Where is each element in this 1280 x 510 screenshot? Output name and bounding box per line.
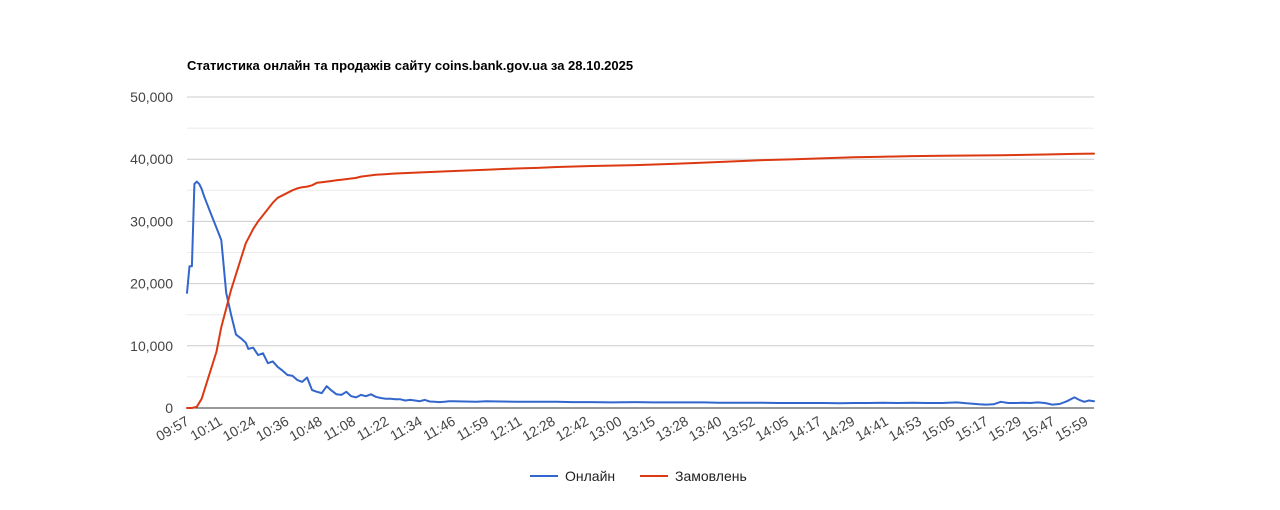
x-tick-label: 10:24 [220, 413, 259, 444]
series-line-0 [186, 180, 1095, 406]
chart-title: Статистика онлайн та продажів сайту coin… [187, 58, 633, 73]
y-tick-label: 30,000 [130, 213, 173, 229]
legend: Онлайн Замовлень [530, 468, 747, 484]
x-tick-label: 10:36 [253, 413, 292, 444]
x-tick-label: 14:41 [852, 413, 891, 444]
y-tick-label: 20,000 [130, 276, 173, 292]
gridlines [187, 96, 1094, 409]
series-lines [186, 152, 1095, 409]
x-tick-label: 14:53 [886, 413, 925, 444]
legend-label: Онлайн [565, 468, 615, 484]
x-tick-label: 11:59 [454, 413, 492, 444]
x-tick-label: 14:29 [819, 413, 858, 444]
x-tick-label: 15:29 [986, 413, 1025, 444]
x-tick-label: 13:28 [653, 413, 692, 444]
x-tick-label: 10:11 [187, 413, 225, 444]
x-tick-label: 12:11 [487, 413, 525, 444]
x-tick-label: 11:46 [420, 413, 458, 444]
x-tick-label: 13:15 [619, 413, 658, 444]
x-tick-label: 13:40 [686, 413, 725, 444]
x-tick-label: 13:00 [586, 413, 625, 444]
x-tick-label: 11:34 [387, 413, 425, 444]
legend-label: Замовлень [675, 468, 747, 484]
x-tick-label: 13:52 [719, 413, 758, 444]
x-tick-label: 10:48 [286, 413, 325, 444]
x-tick-label: 14:05 [752, 413, 791, 444]
y-tick-label: 10,000 [130, 338, 173, 354]
x-tick-label: 15:59 [1052, 413, 1091, 444]
x-tick-label: 15:17 [952, 413, 991, 444]
x-tick-label: 11:08 [321, 413, 359, 444]
x-tick-label: 12:28 [519, 413, 558, 444]
x-tick-label: 15:47 [1019, 413, 1058, 444]
x-axis-tick-labels: 09:5710:1110:2410:3610:4811:0811:2211:34… [153, 413, 1091, 444]
y-axis-tick-labels: 0 10,000 20,000 30,000 40,000 50,000 [130, 89, 173, 416]
x-tick-label: 12:42 [553, 413, 592, 444]
y-tick-label: 50,000 [130, 89, 173, 105]
series-line-1 [186, 152, 1095, 409]
y-tick-label: 0 [165, 400, 173, 416]
x-tick-label: 14:17 [786, 413, 825, 444]
y-tick-label: 40,000 [130, 151, 173, 167]
x-tick-label: 11:22 [354, 413, 392, 444]
x-tick-label: 09:57 [153, 413, 192, 444]
x-tick-label: 15:05 [919, 413, 958, 444]
